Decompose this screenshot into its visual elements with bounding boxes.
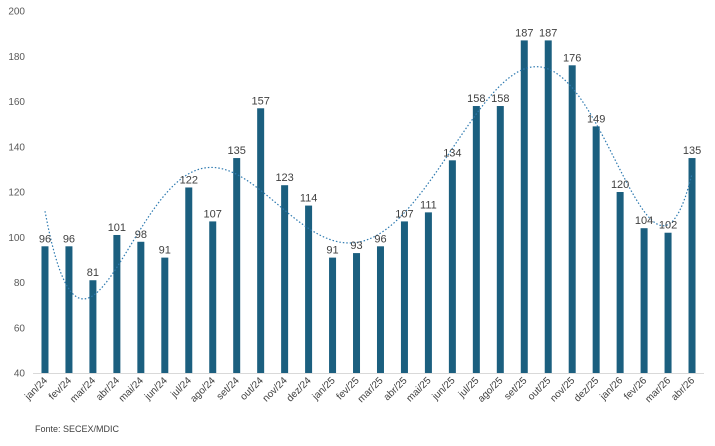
data-label: 114 (300, 193, 318, 205)
x-tick-label: set/25 (502, 375, 529, 402)
data-labels: 96 96 81 101 98 91 122 107 135 157 123 114 91 93 96 107… (39, 27, 701, 279)
x-tick-label: nov/25 (548, 375, 577, 404)
x-tick-label: jun/24 (142, 375, 170, 403)
data-label: 120 (611, 179, 629, 191)
y-tick-label: 100 (8, 233, 25, 244)
bar (305, 205, 313, 373)
data-label: 91 (159, 245, 171, 257)
y-tick-label: 180 (8, 52, 25, 63)
data-label: 187 (515, 27, 533, 39)
bars (41, 40, 696, 374)
data-label: 158 (491, 93, 509, 105)
bar (520, 40, 528, 373)
y-tick-label: 120 (8, 188, 25, 199)
x-tick-label: mar/26 (643, 375, 673, 405)
bar (688, 158, 696, 373)
bar (233, 158, 241, 373)
bar (376, 246, 384, 373)
bar (448, 160, 456, 373)
data-label: 93 (350, 240, 362, 252)
data-label: 104 (635, 215, 653, 227)
data-label: 176 (563, 52, 581, 64)
bar (281, 185, 289, 373)
x-tick-label: ago/24 (188, 375, 218, 405)
bar (137, 241, 145, 373)
data-label: 135 (228, 145, 246, 157)
y-tick-label: 200 (8, 7, 25, 18)
x-tick-label: mar/24 (68, 375, 98, 405)
x-tick-label: set/24 (215, 375, 242, 402)
x-tick-label: dez/25 (572, 375, 601, 404)
x-tick-label: nov/24 (261, 375, 290, 404)
data-label: 111 (420, 199, 437, 211)
bar (568, 65, 576, 374)
data-label: 81 (87, 267, 99, 279)
bar (353, 253, 361, 373)
y-axis: 40 60 80 100 120 140 160 180 200 (8, 7, 704, 380)
data-label: 149 (587, 113, 605, 125)
data-label: 135 (683, 145, 701, 157)
data-label: 107 (395, 208, 413, 220)
bar (329, 257, 337, 373)
x-tick-label: jun/25 (430, 375, 458, 403)
bar (472, 106, 480, 374)
bar (257, 108, 265, 373)
x-tick-label: mai/24 (117, 375, 146, 404)
x-tick-label: jan/25 (310, 375, 338, 403)
bar (496, 106, 504, 374)
bar (640, 228, 648, 373)
bar (424, 212, 432, 373)
x-tick-label: jan/26 (597, 375, 625, 403)
data-label: 157 (251, 95, 269, 107)
x-tick-label: jan/24 (22, 375, 50, 403)
data-label: 107 (204, 208, 222, 220)
bar (185, 187, 193, 373)
bar (161, 257, 169, 373)
bar (113, 234, 121, 373)
bar (89, 280, 97, 373)
y-tick-label: 80 (14, 278, 26, 289)
bar (400, 221, 408, 373)
trend-line (44, 66, 693, 300)
data-label: 158 (467, 93, 485, 105)
x-tick-label: ago/25 (476, 375, 506, 405)
source-note: Fonte: SECEX/MDIC (35, 424, 120, 434)
data-label: 187 (539, 27, 557, 39)
data-label: 122 (180, 174, 198, 186)
x-tick-label: dez/24 (285, 375, 314, 404)
data-label: 96 (374, 233, 386, 245)
x-tick-label: mai/25 (405, 375, 434, 404)
data-label: 96 (63, 233, 75, 245)
bar (544, 40, 552, 373)
y-tick-label: 160 (8, 97, 25, 108)
bar (65, 246, 73, 373)
data-label: 123 (275, 172, 293, 184)
bar (664, 232, 672, 373)
data-label: 96 (39, 233, 51, 245)
x-tick-label: mar/25 (356, 375, 386, 405)
bar (592, 126, 600, 373)
bar (616, 192, 624, 373)
y-tick-label: 140 (8, 142, 25, 153)
data-label: 134 (443, 147, 461, 159)
y-tick-label: 60 (14, 323, 26, 334)
data-label: 98 (135, 229, 147, 241)
data-label: 102 (659, 220, 677, 232)
bar (209, 221, 217, 373)
data-label: 101 (108, 222, 126, 234)
y-tick-label: 40 (14, 369, 26, 380)
bar (41, 246, 49, 373)
x-tick-label: abr/26 (669, 375, 697, 403)
data-label: 91 (326, 245, 338, 257)
